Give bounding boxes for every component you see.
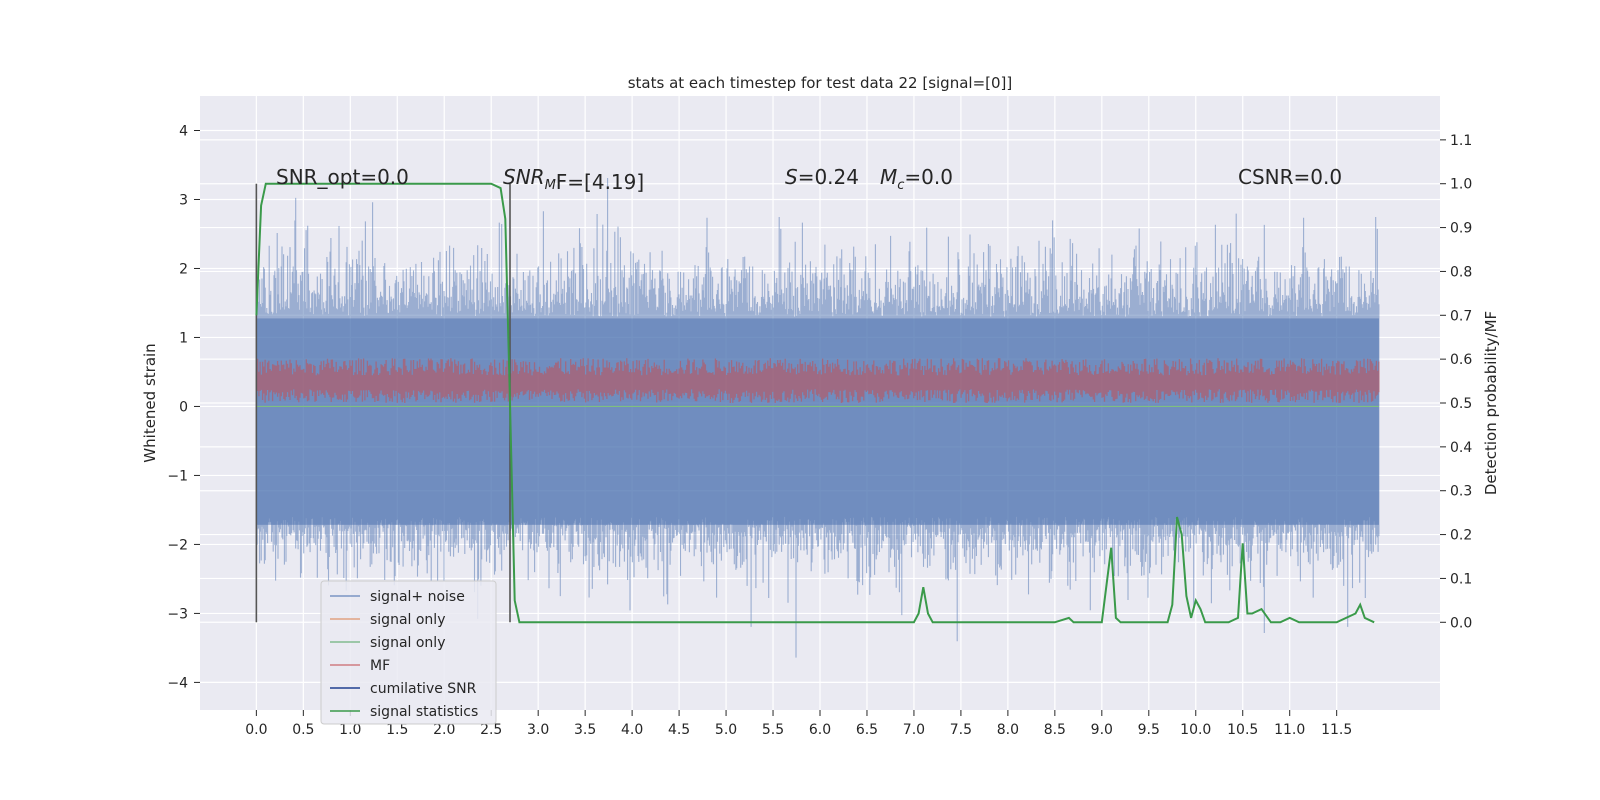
- y-left-tick-label: −2: [167, 537, 188, 553]
- x-tick-label: 11.0: [1274, 722, 1305, 738]
- y-right-tick-label: 1.1: [1450, 133, 1472, 149]
- x-tick-label: 2.0: [433, 722, 455, 738]
- legend-label: cumilative SNR: [370, 681, 477, 697]
- x-tick-label: 9.0: [1091, 722, 1113, 738]
- x-tick-label: 8.0: [997, 722, 1019, 738]
- x-tick-label: 5.0: [715, 722, 737, 738]
- x-tick-label: 1.5: [386, 722, 408, 738]
- x-tick-label: 10.5: [1227, 722, 1258, 738]
- legend-label: signal+ noise: [370, 589, 465, 605]
- x-tick-label: 3.0: [527, 722, 549, 738]
- legend-label: signal only: [370, 612, 445, 628]
- annotation-s-label: S: [785, 165, 798, 189]
- x-tick-label: 11.5: [1321, 722, 1352, 738]
- legend-label: signal only: [370, 635, 445, 651]
- y-right-tick-label: 0.5: [1450, 396, 1472, 412]
- y-left-tick-label: −1: [167, 468, 188, 484]
- annotation-snr-mf-rest: F=[4.19]: [556, 170, 644, 194]
- signal-statistics-line: [255, 182, 1375, 624]
- y-right-tick-label: 0.6: [1450, 352, 1472, 368]
- y-left-tick-label: 0: [179, 399, 188, 415]
- x-tick-label: 6.5: [856, 722, 878, 738]
- y-left-tick-label: −4: [167, 675, 188, 691]
- right-y-axis-ticks: 0.0 0.1 0.2 0.3 0.4 0.5 0.6 0.7 0.8 0.9 1.0 1.1: [1440, 133, 1472, 631]
- y-right-tick-label: 0.9: [1450, 221, 1472, 237]
- x-tick-label: 0.5: [292, 722, 314, 738]
- y-right-tick-label: 0.0: [1450, 615, 1472, 631]
- annotation-s-value: =0.24: [798, 165, 859, 189]
- y-left-tick-label: 2: [179, 261, 188, 277]
- legend: signal+ noise signal only signal only MF cum…: [320, 580, 497, 725]
- y-right-tick-label: 0.1: [1450, 571, 1472, 587]
- annotation-mc-value: =0.0: [904, 165, 953, 189]
- y-right-tick-label: 1.0: [1450, 177, 1472, 193]
- x-tick-label: 6.0: [809, 722, 831, 738]
- x-tick-label: 3.5: [574, 722, 596, 738]
- annotation-mc-label: M: [880, 165, 897, 189]
- annotation-mc-sub: c: [897, 178, 904, 193]
- x-tick-label: 10.0: [1180, 722, 1211, 738]
- x-tick-label: 4.0: [621, 722, 643, 738]
- annotation-snr-mf-sub: M: [545, 178, 556, 193]
- y-left-tick-label: 3: [179, 192, 188, 208]
- annotation-snr-opt: SNR_opt=0.0: [276, 165, 409, 189]
- x-tick-label: 1.0: [339, 722, 361, 738]
- y-left-tick-label: 4: [179, 123, 188, 139]
- x-tick-label: 2.5: [480, 722, 502, 738]
- y-axis-right-label: Detection probability/MF: [1482, 311, 1500, 495]
- legend-label: signal statistics: [370, 704, 478, 720]
- annotation-snr-mf: SNRMF=[4.19]: [503, 165, 644, 194]
- left-y-axis-ticks: −4 −3 −2 −1 0 1 2 3 4: [167, 123, 200, 691]
- y-right-tick-label: 0.3: [1450, 484, 1472, 500]
- y-left-tick-label: −3: [167, 606, 188, 622]
- annotation-s: S=0.24: [785, 165, 859, 189]
- x-axis-ticks: 0.0 0.5 1.0 1.5 2.0 2.5 3.0 3.5 4.0 4.5 5.0 5.5 6.0 6…: [245, 710, 1352, 738]
- y-right-tick-label: 0.2: [1450, 528, 1472, 544]
- annotation-csnr: CSNR=0.0: [1238, 165, 1342, 189]
- y-right-tick-label: 0.4: [1450, 440, 1472, 456]
- signal-noise-series: [255, 178, 1380, 658]
- annotation-snr-mf-main: SNR: [503, 165, 545, 189]
- signal-statistics-series: [255, 182, 1375, 624]
- legend-label: MF: [370, 658, 390, 674]
- chart-title: stats at each timestep for test data 22 …: [628, 74, 1013, 92]
- y-left-tick-label: 1: [179, 330, 188, 346]
- x-tick-label: 9.5: [1138, 722, 1160, 738]
- x-tick-label: 4.5: [668, 722, 690, 738]
- legend-box: [320, 580, 497, 725]
- y-right-tick-label: 0.8: [1450, 264, 1472, 280]
- annotation-mc: Mc=0.0: [880, 165, 953, 193]
- y-axis-left-label: Whitened strain: [141, 343, 159, 462]
- y-right-tick-label: 0.7: [1450, 308, 1472, 324]
- x-tick-label: 7.0: [903, 722, 925, 738]
- x-tick-label: 7.5: [950, 722, 972, 738]
- x-tick-label: 8.5: [1044, 722, 1066, 738]
- x-tick-label: 0.0: [245, 722, 267, 738]
- x-tick-label: 5.5: [762, 722, 784, 738]
